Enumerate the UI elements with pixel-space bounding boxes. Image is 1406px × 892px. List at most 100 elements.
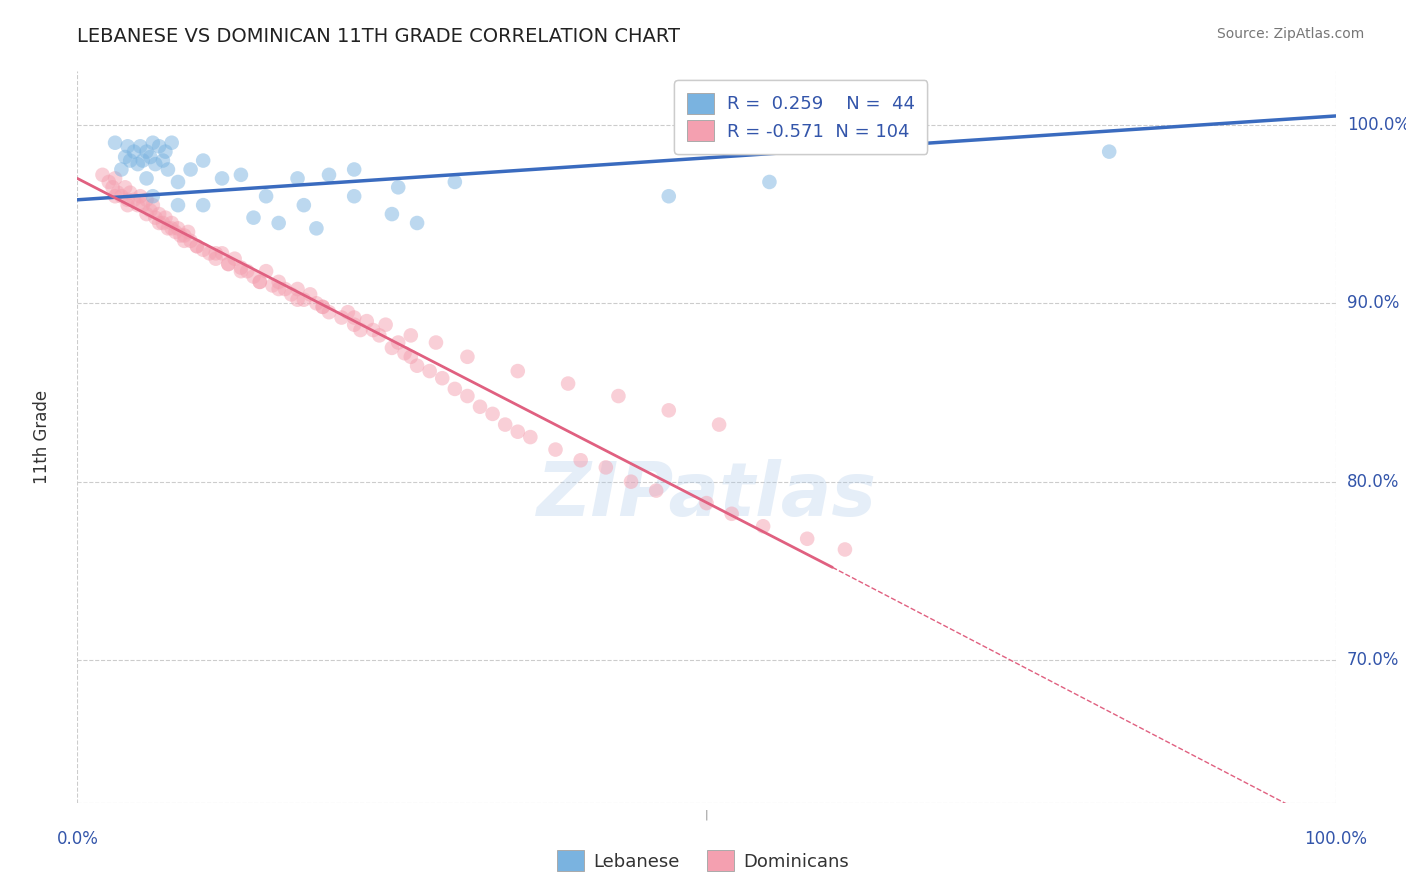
Point bbox=[506, 364, 529, 378]
Point bbox=[305, 221, 328, 235]
Text: 70.0%: 70.0% bbox=[1347, 651, 1399, 669]
Point bbox=[356, 314, 378, 328]
Point bbox=[330, 310, 353, 325]
Point bbox=[135, 171, 157, 186]
Point bbox=[720, 507, 742, 521]
Point bbox=[758, 175, 780, 189]
Point bbox=[155, 145, 177, 159]
Text: 0.0%: 0.0% bbox=[56, 830, 98, 847]
Point bbox=[122, 145, 145, 159]
Point bbox=[211, 171, 233, 186]
Text: |: | bbox=[704, 810, 709, 821]
Point bbox=[127, 157, 149, 171]
Point bbox=[173, 234, 195, 248]
Point bbox=[120, 186, 142, 200]
Point bbox=[104, 136, 127, 150]
Point bbox=[224, 252, 246, 266]
Point bbox=[387, 335, 409, 350]
Point bbox=[254, 264, 277, 278]
Point bbox=[374, 318, 396, 332]
Point bbox=[419, 364, 441, 378]
Point bbox=[180, 162, 202, 177]
Text: 11th Grade: 11th Grade bbox=[34, 390, 51, 484]
Point bbox=[236, 264, 259, 278]
Point bbox=[544, 442, 567, 457]
Point bbox=[143, 157, 166, 171]
Point bbox=[148, 139, 170, 153]
Point bbox=[104, 171, 127, 186]
Point bbox=[287, 293, 309, 307]
Text: LEBANESE VS DOMINICAN 11TH GRADE CORRELATION CHART: LEBANESE VS DOMINICAN 11TH GRADE CORRELA… bbox=[77, 27, 681, 45]
Point bbox=[249, 275, 271, 289]
Point bbox=[645, 483, 668, 498]
Point bbox=[169, 228, 191, 243]
Point bbox=[139, 203, 162, 218]
Point bbox=[142, 136, 165, 150]
Point bbox=[117, 139, 139, 153]
Point bbox=[299, 287, 322, 301]
Point bbox=[160, 216, 183, 230]
Point bbox=[104, 189, 127, 203]
Point bbox=[132, 198, 155, 212]
Legend: R =  0.259    N =  44, R = -0.571  N = 104: R = 0.259 N = 44, R = -0.571 N = 104 bbox=[675, 80, 928, 153]
Point bbox=[432, 371, 454, 385]
Point bbox=[217, 257, 239, 271]
Point bbox=[312, 300, 335, 314]
Point bbox=[557, 376, 579, 391]
Point bbox=[165, 225, 187, 239]
Point bbox=[167, 198, 190, 212]
Point bbox=[406, 359, 429, 373]
Point bbox=[191, 243, 215, 257]
Point bbox=[186, 239, 208, 253]
Point bbox=[156, 221, 179, 235]
Point bbox=[129, 189, 152, 203]
Point bbox=[180, 234, 202, 248]
Point bbox=[152, 216, 174, 230]
Text: 100.0%: 100.0% bbox=[1347, 116, 1406, 134]
Point bbox=[110, 162, 132, 177]
Point bbox=[160, 136, 183, 150]
Point bbox=[135, 207, 157, 221]
Point bbox=[191, 153, 215, 168]
Point bbox=[129, 139, 152, 153]
Point bbox=[262, 278, 284, 293]
Point bbox=[292, 293, 315, 307]
Point bbox=[292, 198, 315, 212]
Point bbox=[229, 168, 252, 182]
Point bbox=[135, 193, 157, 207]
Point bbox=[481, 407, 503, 421]
Point bbox=[607, 389, 630, 403]
Text: ZIPatlas: ZIPatlas bbox=[537, 459, 876, 533]
Point bbox=[569, 453, 592, 467]
Point bbox=[242, 211, 264, 225]
Point bbox=[274, 282, 297, 296]
Point bbox=[211, 246, 233, 260]
Point bbox=[107, 186, 129, 200]
Point bbox=[381, 207, 404, 221]
Point bbox=[120, 153, 142, 168]
Point bbox=[280, 287, 302, 301]
Point bbox=[142, 189, 165, 203]
Text: 100.0%: 100.0% bbox=[1305, 830, 1367, 847]
Point bbox=[127, 198, 149, 212]
Point bbox=[267, 282, 290, 296]
Point bbox=[229, 260, 252, 275]
Point bbox=[110, 189, 132, 203]
Point bbox=[186, 239, 208, 253]
Point bbox=[122, 193, 145, 207]
Point bbox=[456, 350, 478, 364]
Point bbox=[204, 246, 226, 260]
Point bbox=[752, 519, 775, 533]
Point bbox=[160, 221, 183, 235]
Legend: Lebanese, Dominicans: Lebanese, Dominicans bbox=[550, 843, 856, 879]
Point bbox=[287, 171, 309, 186]
Point bbox=[148, 216, 170, 230]
Point bbox=[267, 275, 290, 289]
Point bbox=[173, 228, 195, 243]
Text: 80.0%: 80.0% bbox=[1347, 473, 1399, 491]
Point bbox=[336, 305, 359, 319]
Point bbox=[191, 198, 215, 212]
Point bbox=[132, 153, 155, 168]
Point bbox=[167, 221, 190, 235]
Point bbox=[117, 193, 139, 207]
